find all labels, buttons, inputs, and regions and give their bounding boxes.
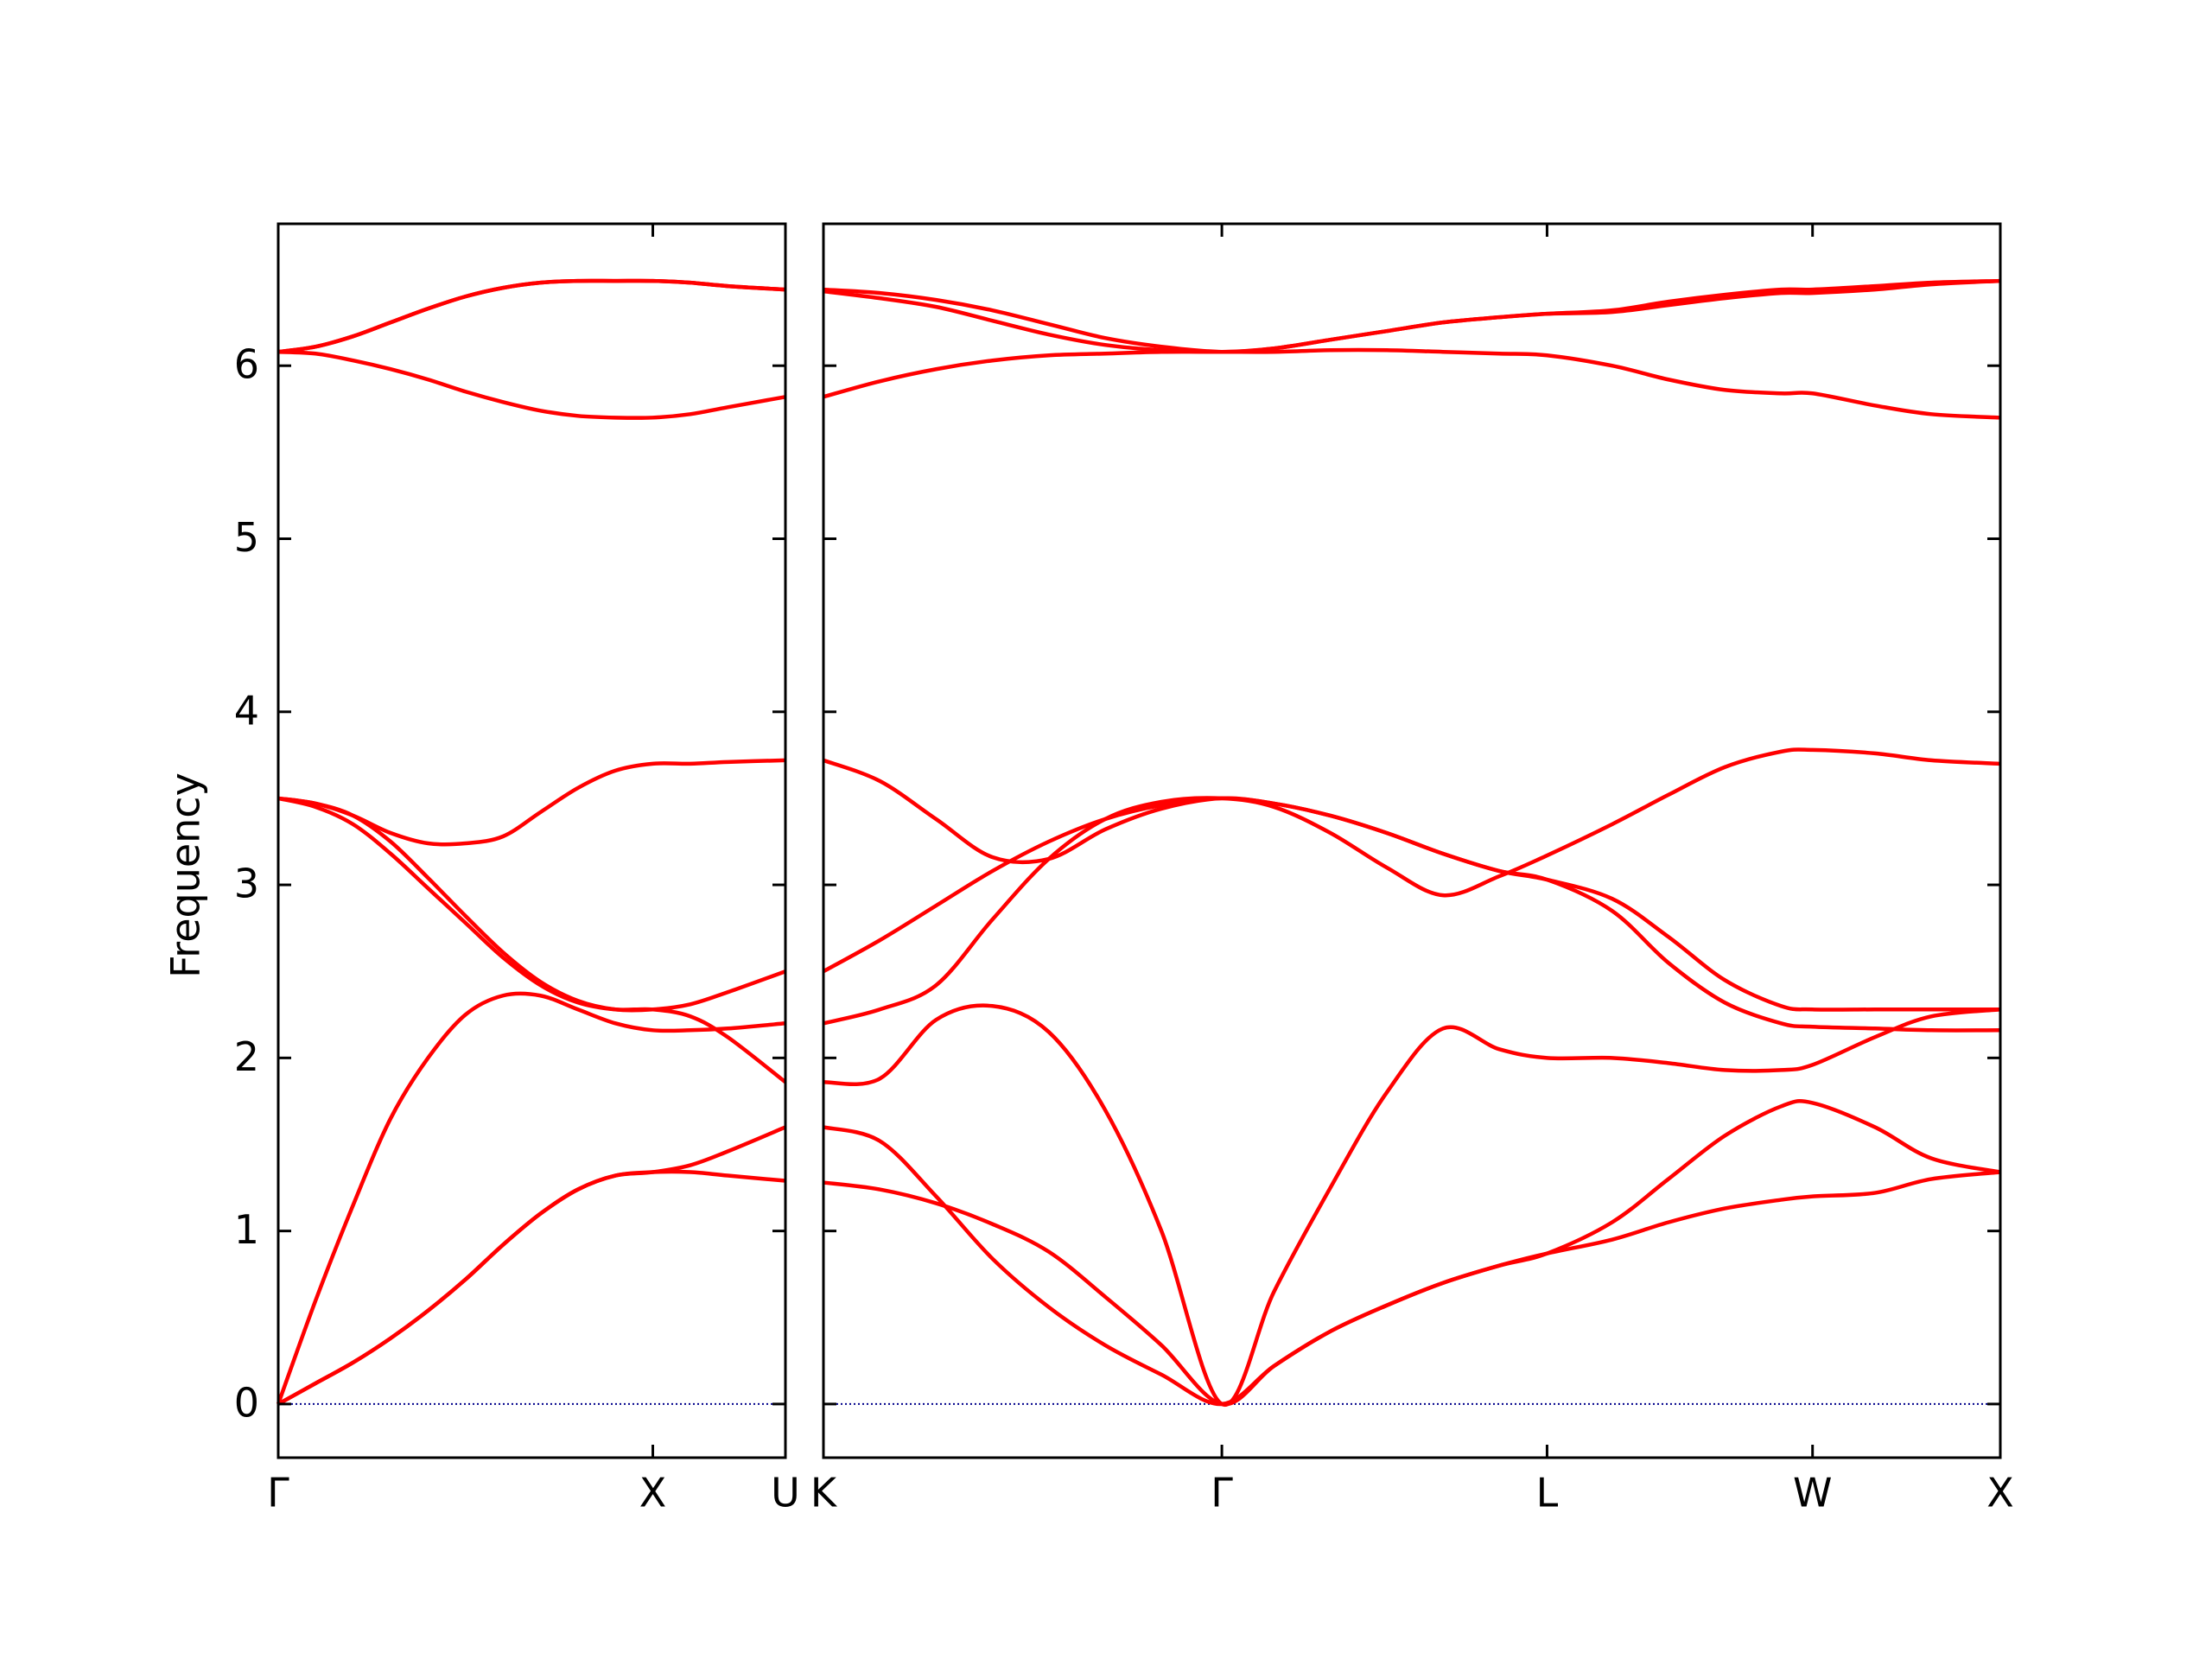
y-tick-label: 0 bbox=[234, 1379, 259, 1426]
x-tick-label: L bbox=[1536, 1470, 1559, 1516]
x-tick-label: Γ bbox=[1211, 1470, 1233, 1516]
band-line bbox=[277, 796, 787, 1084]
y-tick-label: 6 bbox=[234, 341, 259, 388]
band-line bbox=[277, 278, 786, 354]
band-line bbox=[277, 349, 786, 420]
band-line bbox=[823, 1099, 2001, 1407]
y-tick-label: 2 bbox=[234, 1033, 259, 1080]
x-tick-label: X bbox=[639, 1470, 667, 1516]
x-tick-label: Γ bbox=[267, 1470, 289, 1516]
band-line bbox=[823, 347, 2001, 420]
plot-frame bbox=[276, 222, 787, 1459]
band-line bbox=[823, 758, 2000, 1012]
x-tick-label: U bbox=[771, 1470, 800, 1516]
band-line bbox=[276, 991, 786, 1405]
band-line bbox=[276, 1125, 786, 1406]
x-tick-label: K bbox=[810, 1470, 838, 1516]
y-tick-label: 1 bbox=[234, 1206, 259, 1253]
x-tick-label: X bbox=[1986, 1470, 2014, 1516]
band-line bbox=[823, 278, 2001, 354]
band-line bbox=[277, 758, 786, 847]
band-line bbox=[823, 1003, 2001, 1407]
band-line bbox=[823, 747, 2001, 1026]
y-tick-label: 5 bbox=[234, 514, 259, 561]
y-tick-label: 4 bbox=[234, 687, 259, 734]
plot-frame bbox=[822, 222, 2002, 1459]
x-tick-label: W bbox=[1793, 1470, 1832, 1516]
y-tick-label: 3 bbox=[234, 861, 259, 907]
y-axis-label: Frequency bbox=[162, 772, 209, 978]
